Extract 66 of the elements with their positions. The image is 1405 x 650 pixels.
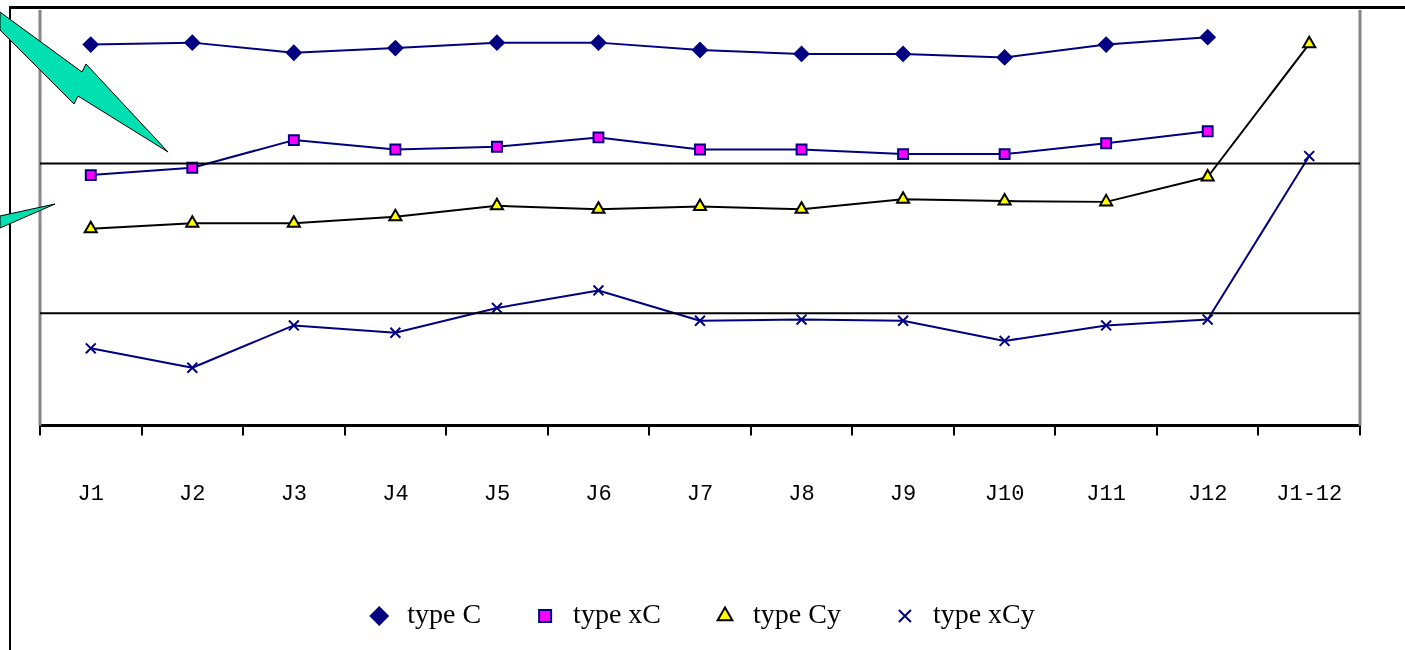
- point: [694, 314, 706, 327]
- point: [795, 143, 808, 156]
- point: [897, 314, 910, 327]
- point: [794, 201, 809, 214]
- point: [694, 143, 706, 156]
- point: [388, 208, 403, 222]
- point: [1302, 35, 1317, 49]
- point: [692, 42, 708, 59]
- point: [591, 201, 606, 214]
- x-tick-label: J3: [280, 481, 308, 507]
- point: [389, 143, 402, 156]
- point: [389, 326, 402, 339]
- point: [1100, 137, 1113, 150]
- point: [1100, 319, 1113, 332]
- x-tick-label: J11: [1086, 481, 1126, 507]
- point: [84, 342, 97, 355]
- point: [184, 34, 201, 51]
- point: [287, 134, 300, 147]
- legend-label: type xCy: [932, 598, 1035, 630]
- point: [692, 198, 708, 212]
- point: [1200, 169, 1215, 182]
- legend-label: type xC: [573, 598, 662, 630]
- point: [998, 148, 1011, 161]
- x-tick-label: J7: [686, 481, 714, 507]
- point: [490, 301, 503, 314]
- point: [896, 191, 911, 204]
- point: [490, 140, 503, 153]
- point: [1201, 125, 1214, 138]
- point: [998, 334, 1011, 347]
- x-tick-label: J9: [889, 481, 917, 507]
- point: [489, 197, 504, 211]
- legend-label: type C: [407, 598, 482, 630]
- x-tick-label: J8: [788, 481, 815, 507]
- point: [1199, 29, 1216, 46]
- x-tick-label: J1-12: [1276, 481, 1343, 507]
- point: [83, 220, 98, 234]
- x-tick-label: J10: [984, 481, 1025, 507]
- point: [895, 45, 912, 62]
- point: [997, 193, 1012, 206]
- x-tick-label: J1: [77, 481, 104, 507]
- point: [82, 36, 99, 53]
- point: [186, 361, 199, 374]
- x-tick-label: J2: [179, 481, 206, 507]
- x-tick-label: J5: [483, 481, 511, 507]
- point: [1303, 150, 1316, 162]
- point: [795, 313, 808, 326]
- point: [592, 131, 605, 144]
- point: [488, 34, 505, 51]
- point: [286, 215, 301, 228]
- point: [84, 169, 97, 182]
- x-tick-label: J6: [585, 481, 612, 507]
- point: [793, 45, 810, 62]
- point: [287, 319, 300, 332]
- point: [590, 34, 607, 51]
- point: [1201, 313, 1214, 326]
- point: [285, 44, 302, 61]
- point: [897, 148, 910, 161]
- point: [387, 40, 404, 57]
- point: [185, 215, 200, 228]
- point: [592, 284, 605, 297]
- x-tick-label: J4: [382, 481, 409, 507]
- x-tick-label: J12: [1187, 481, 1228, 507]
- point: [1099, 193, 1114, 207]
- point: [996, 49, 1013, 66]
- point: [1098, 36, 1115, 53]
- legend-label: type Cy: [753, 598, 841, 630]
